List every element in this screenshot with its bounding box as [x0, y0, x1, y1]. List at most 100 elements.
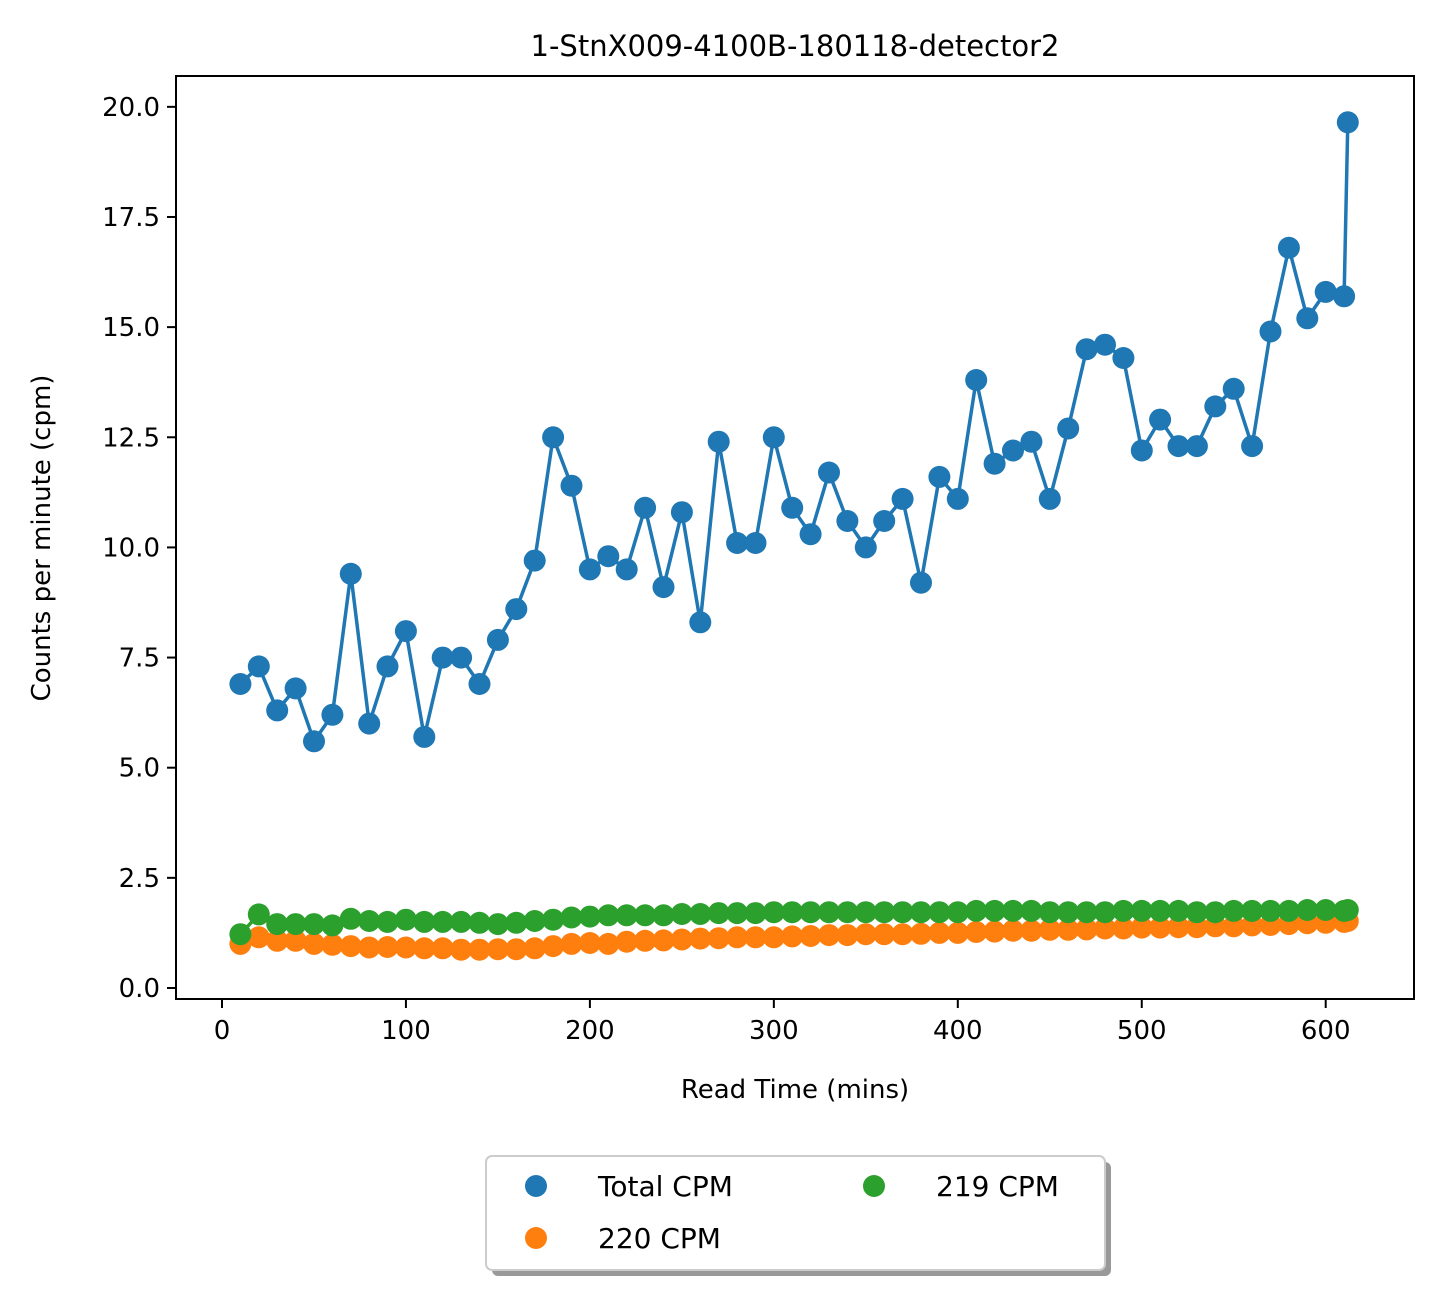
- legend-label-219-cpm: 219 CPM: [936, 1170, 1059, 1203]
- data-point-total-cpm: [1038, 487, 1061, 510]
- data-point-total-cpm: [1075, 338, 1098, 361]
- data-point-total-cpm: [468, 673, 491, 695]
- data-point-220-cpm: [762, 926, 785, 949]
- data-point-220-cpm: [339, 935, 362, 958]
- data-point-219-cpm: [303, 913, 325, 936]
- data-point-219-cpm: [1130, 899, 1153, 922]
- data-point-220-cpm: [542, 935, 565, 958]
- data-point-total-cpm: [450, 646, 473, 669]
- data-point-220-cpm: [781, 925, 804, 948]
- x-tick-label: 500: [1117, 1016, 1167, 1046]
- data-point-219-cpm: [615, 904, 638, 927]
- data-point-220-cpm: [854, 923, 877, 946]
- data-point-220-cpm: [523, 937, 546, 960]
- data-point-219-cpm: [799, 901, 822, 924]
- data-point-219-cpm: [965, 899, 988, 922]
- data-point-219-cpm: [1057, 901, 1080, 924]
- data-point-219-cpm: [1222, 899, 1245, 922]
- data-point-219-cpm: [1002, 899, 1024, 922]
- data-point-total-cpm: [744, 532, 767, 554]
- data-point-220-cpm: [689, 927, 712, 950]
- data-point-220-cpm: [836, 924, 859, 947]
- data-point-219-cpm: [1314, 899, 1337, 921]
- data-point-total-cpm: [1314, 280, 1337, 303]
- data-point-total-cpm: [523, 549, 546, 572]
- data-point-220-cpm: [1112, 917, 1135, 940]
- data-point-total-cpm: [1296, 307, 1319, 330]
- data-point-219-cpm: [1112, 899, 1135, 922]
- data-point-219-cpm: [247, 903, 270, 926]
- data-point-total-cpm: [339, 562, 362, 585]
- data-point-total-cpm: [266, 699, 289, 722]
- data-point-total-cpm: [707, 430, 730, 453]
- data-point-220-cpm: [578, 932, 601, 954]
- data-point-220-cpm: [1130, 916, 1153, 939]
- data-point-219-cpm: [450, 910, 473, 933]
- data-point-total-cpm: [946, 487, 969, 510]
- series-line-total-cpm: [239, 122, 1350, 744]
- data-point-220-cpm: [486, 938, 509, 961]
- data-point-total-cpm: [505, 598, 528, 621]
- data-point-219-cpm: [762, 901, 785, 924]
- x-axis: 0 100 200 300 400 500 600: [214, 999, 1351, 1046]
- data-point-total-cpm: [1333, 285, 1356, 308]
- data-point-220-cpm: [303, 932, 325, 955]
- data-point-220-cpm: [560, 932, 583, 955]
- data-point-219-cpm: [707, 902, 730, 925]
- axes-frame: [175, 75, 1415, 1000]
- data-point-220-cpm: [910, 922, 932, 945]
- data-point-219-cpm: [542, 908, 565, 931]
- data-point-total-cpm: [1185, 435, 1208, 458]
- data-point-total-cpm: [394, 620, 417, 643]
- data-point-219-cpm: [1336, 899, 1359, 921]
- data-point-220-cpm: [247, 926, 270, 949]
- data-point-220-cpm: [1149, 916, 1172, 939]
- data-point-total-cpm: [413, 725, 436, 748]
- data-point-219-cpm: [413, 910, 436, 933]
- legend-label-220-cpm: 220 CPM: [598, 1222, 721, 1255]
- data-point-total-cpm: [1204, 395, 1227, 418]
- data-point-total-cpm: [542, 426, 565, 449]
- data-point-220-cpm: [799, 925, 822, 947]
- plot-area: [229, 111, 1359, 961]
- data-point-total-cpm: [1130, 439, 1153, 462]
- data-point-total-cpm: [1094, 333, 1116, 356]
- data-point-219-cpm: [652, 904, 675, 927]
- data-point-220-cpm: [634, 929, 657, 952]
- data-point-total-cpm: [486, 628, 509, 651]
- data-point-220-cpm: [358, 936, 381, 959]
- y-tick-label: 12.5: [102, 423, 160, 453]
- data-point-total-cpm: [1020, 430, 1043, 453]
- y-tick-label: 20.0: [102, 93, 160, 123]
- data-point-total-cpm: [910, 571, 932, 594]
- data-point-total-cpm: [358, 712, 381, 735]
- data-point-total-cpm: [1002, 439, 1024, 462]
- data-point-220-cpm: [983, 920, 1006, 943]
- data-point-total-cpm: [1149, 408, 1172, 431]
- data-point-220-cpm: [965, 921, 988, 943]
- data-point-220-cpm: [928, 921, 951, 944]
- y-tick-label: 2.5: [119, 864, 160, 894]
- data-point-219-cpm: [266, 913, 289, 936]
- x-tick-label: 400: [933, 1016, 983, 1046]
- data-point-total-cpm: [818, 461, 840, 484]
- data-point-219-cpm: [1241, 899, 1264, 922]
- x-tick-label: 100: [381, 1016, 431, 1046]
- data-point-219-cpm: [1075, 901, 1098, 924]
- data-point-219-cpm: [836, 901, 859, 924]
- data-point-total-cpm: [652, 576, 675, 599]
- legend: Total CPM 219 CPM 220 CPM: [485, 1155, 1111, 1276]
- data-point-total-cpm: [836, 510, 859, 532]
- y-tick-label: 17.5: [102, 203, 160, 233]
- data-point-220-cpm: [321, 933, 344, 956]
- data-point-219-cpm: [689, 903, 712, 925]
- data-point-total-cpm: [597, 545, 620, 568]
- data-point-total-cpm: [431, 646, 454, 669]
- data-point-total-cpm: [781, 496, 804, 519]
- data-point-220-cpm: [946, 921, 969, 944]
- y-tick-label: 7.5: [119, 644, 160, 674]
- data-point-220-cpm: [1167, 916, 1190, 939]
- x-tick-label: 0: [214, 1016, 231, 1046]
- data-point-219-cpm: [376, 910, 399, 933]
